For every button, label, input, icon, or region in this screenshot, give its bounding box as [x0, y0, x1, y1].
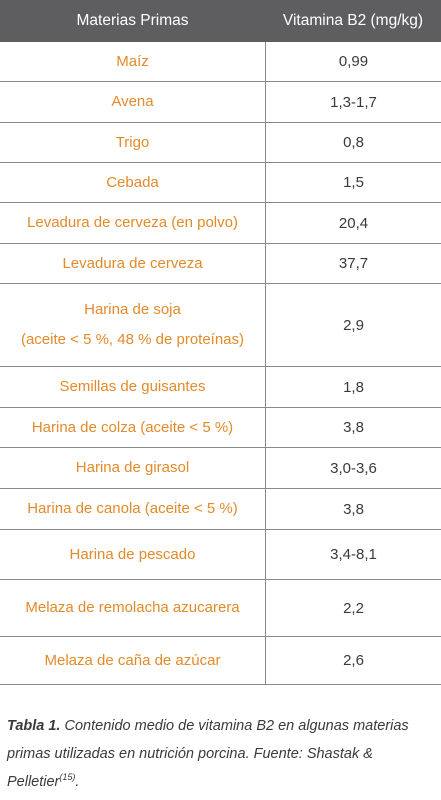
material-line: Harina de girasol: [75, 459, 190, 476]
material-line: Avena: [111, 93, 154, 110]
table-caption: Tabla 1. Contenido medio de vitamina B2 …: [7, 712, 433, 796]
material-line: Levadura de cerveza (en polvo): [27, 214, 238, 231]
cell-material: Levadura de cerveza: [0, 244, 266, 283]
cell-material: Avena: [0, 82, 266, 122]
header-vitamina-b2: Vitamina B2 (mg/kg): [282, 12, 424, 29]
caption-label: Tabla 1.: [7, 718, 61, 734]
cell-material: Levadura de cerveza (en polvo): [0, 203, 266, 243]
cell-vitamin-b2-value: 1,8: [343, 378, 364, 396]
cell-vitamin-b2-value: 1,5: [343, 174, 364, 191]
material-line: (aceite < 5 %, 48 % de proteínas): [20, 331, 245, 348]
cell-vitamin-b2-value: 2,2: [343, 599, 364, 617]
caption-reference: (15): [59, 772, 76, 783]
table-row: Avena 1,3-1,7: [0, 82, 441, 123]
cell-vitamin-b2-value: 1,3-1,7: [330, 93, 377, 111]
caption-text: Contenido medio de vitamina B2 en alguna…: [7, 718, 409, 790]
cell-material: Maíz: [0, 42, 266, 81]
cell-vitamin-b2-value: 0,99: [338, 53, 369, 70]
table-row: Melaza de caña de azúcar 2,6: [0, 637, 441, 685]
table-row: Harina de colza (aceite < 5 %) 3,8: [0, 408, 441, 448]
cell-vitamin-b2-value: 37,7: [338, 255, 369, 272]
cell-vitamin-b2-value: 2,9: [343, 316, 364, 334]
cell-material: Trigo: [0, 123, 266, 162]
material-line: Harina de colza (aceite < 5 %): [31, 418, 234, 436]
table-row: Harina de girasol 3,0-3,6: [0, 448, 441, 489]
cell-vitamin-b2-value: 3,4-8,1: [330, 546, 377, 563]
material-line: Harina de canola (aceite < 5 %): [27, 500, 238, 517]
cell-material: Cebada: [0, 163, 266, 202]
table-row: Melaza de remolacha azucarera 2,2: [0, 580, 441, 637]
cell-material: Harina de soja (aceite < 5 %, 48 % de pro…: [0, 284, 266, 366]
table-row: Levadura de cerveza (en polvo) 20,4: [0, 203, 441, 244]
cell-material: Harina de pescado: [0, 530, 266, 579]
material-line: Semillas de guisantes: [59, 378, 206, 395]
material-line: Cebada: [106, 173, 159, 191]
table-row: Cebada 1,5: [0, 163, 441, 203]
material-line: Melaza de caña de azúcar: [44, 651, 221, 669]
material-line: Trigo: [115, 133, 150, 151]
cell-vitamin-b2-value: 3,8: [343, 419, 364, 436]
table-body: Maíz 0,99 Avena 1,3-1,7 Trigo 0,8 Cebada 1,5 Lev…: [0, 42, 441, 685]
cell-material: Melaza de remolacha azucarera: [0, 580, 266, 636]
cell-material: Semillas de guisantes: [0, 367, 266, 407]
cell-vitamin-b2-value: 3,0-3,6: [330, 459, 377, 477]
header-materias-primas: Materias Primas: [76, 12, 189, 29]
material-line: Melaza de remolacha azucarera: [25, 599, 240, 616]
cell-vitamin-b2-value: 20,4: [338, 214, 369, 232]
material-line: Maíz: [116, 52, 149, 70]
material-line: Levadura de cerveza: [62, 254, 203, 272]
material-line: Harina de soja: [84, 301, 181, 318]
cell-material: Harina de girasol: [0, 448, 266, 488]
table-row: Levadura de cerveza 37,7: [0, 244, 441, 284]
table-row: Maíz 0,99: [0, 42, 441, 82]
table-row: Semillas de guisantes 1,8: [0, 367, 441, 408]
table-row: Harina de pescado 3,4-8,1: [0, 530, 441, 580]
cell-vitamin-b2-value: 0,8: [343, 134, 364, 151]
material-line: Harina de pescado: [69, 545, 196, 563]
cell-material: Harina de colza (aceite < 5 %): [0, 408, 266, 447]
table-header: Materias Primas Vitamina B2 (mg/kg): [0, 0, 441, 42]
cell-material: Harina de canola (aceite < 5 %): [0, 489, 266, 529]
cell-vitamin-b2-value: 2,6: [343, 652, 364, 669]
cell-vitamin-b2-value: 3,8: [343, 500, 364, 518]
table-row: Harina de soja (aceite < 5 %, 48 % de pro…: [0, 284, 441, 367]
table-row: Trigo 0,8: [0, 123, 441, 163]
caption-end: .: [75, 774, 80, 790]
table-row: Harina de canola (aceite < 5 %) 3,8: [0, 489, 441, 530]
vitamin-b2-table: Materias Primas Vitamina B2 (mg/kg) Maíz…: [0, 0, 441, 685]
cell-material: Melaza de caña de azúcar: [0, 637, 266, 684]
